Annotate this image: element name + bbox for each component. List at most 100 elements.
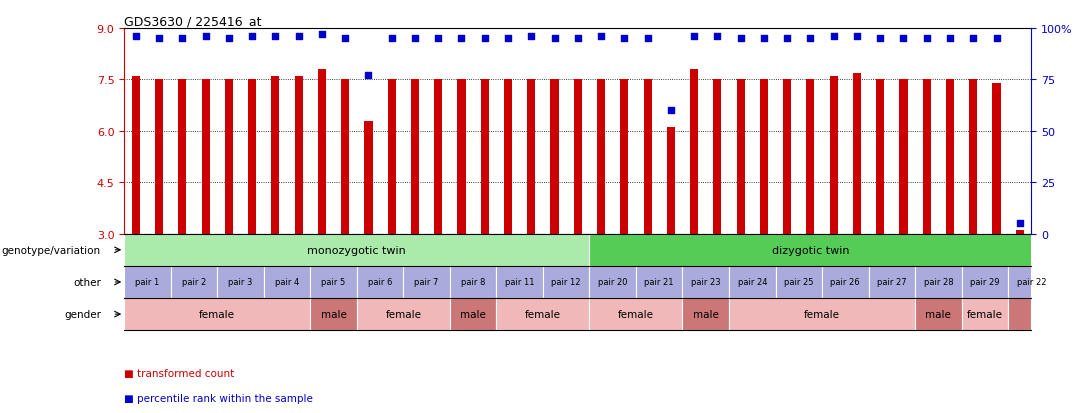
Bar	[410, 80, 419, 234]
Point	[964, 36, 982, 43]
Bar	[713, 80, 721, 234]
Bar	[729, 266, 775, 298]
Point	[988, 36, 1005, 43]
Bar	[915, 266, 961, 298]
Point	[848, 34, 865, 40]
Text: pair 7: pair 7	[415, 278, 438, 287]
Point	[453, 36, 470, 43]
Bar	[124, 234, 590, 266]
Point	[755, 36, 772, 43]
Text: pair 23: pair 23	[691, 278, 720, 287]
Text: genotype/variation: genotype/variation	[2, 245, 100, 255]
Text: pair 29: pair 29	[970, 278, 1000, 287]
Bar	[683, 298, 729, 330]
Bar	[504, 80, 512, 234]
Bar	[729, 298, 915, 330]
Point	[220, 36, 238, 43]
Bar	[450, 266, 497, 298]
Bar	[364, 121, 373, 234]
Text: female: female	[967, 309, 1003, 319]
Bar	[497, 298, 590, 330]
Bar	[156, 80, 163, 234]
Text: ■ percentile rank within the sample: ■ percentile rank within the sample	[124, 393, 313, 403]
Bar	[737, 80, 745, 234]
Point	[406, 36, 423, 43]
Bar	[853, 74, 861, 234]
Bar	[1008, 298, 1031, 330]
Text: pair 8: pair 8	[461, 278, 485, 287]
Bar	[434, 80, 443, 234]
Point	[545, 36, 563, 43]
Text: female: female	[386, 309, 421, 319]
Bar	[993, 84, 1000, 234]
Point	[197, 34, 214, 40]
Bar	[178, 80, 187, 234]
Bar	[915, 298, 961, 330]
Bar	[760, 80, 768, 234]
Bar	[775, 266, 822, 298]
Bar	[458, 80, 465, 234]
Text: male: male	[692, 309, 718, 319]
Point	[337, 36, 354, 43]
Text: pair 3: pair 3	[228, 278, 253, 287]
Bar	[310, 266, 356, 298]
Bar	[573, 80, 582, 234]
Bar	[217, 266, 264, 298]
Bar	[356, 298, 450, 330]
Point	[872, 36, 889, 43]
Bar	[318, 70, 326, 234]
Bar	[868, 266, 915, 298]
Bar	[356, 266, 403, 298]
Bar	[590, 298, 683, 330]
Text: female: female	[199, 309, 235, 319]
Text: pair 6: pair 6	[368, 278, 392, 287]
Bar	[450, 298, 497, 330]
Point	[150, 36, 167, 43]
Bar	[403, 266, 450, 298]
Text: pair 25: pair 25	[784, 278, 813, 287]
Point	[430, 36, 447, 43]
Bar	[900, 80, 907, 234]
Point	[523, 34, 540, 40]
Point	[267, 34, 284, 40]
Bar	[527, 80, 536, 234]
Point	[593, 34, 610, 40]
Point	[476, 36, 494, 43]
Point	[779, 36, 796, 43]
Point	[360, 73, 377, 79]
Text: pair 21: pair 21	[645, 278, 674, 287]
Bar	[876, 80, 885, 234]
Bar	[690, 70, 698, 234]
Point	[801, 36, 819, 43]
Bar	[969, 80, 977, 234]
Bar	[543, 266, 590, 298]
Text: pair 11: pair 11	[504, 278, 535, 287]
Bar	[590, 234, 1031, 266]
Text: pair 22: pair 22	[1016, 278, 1047, 287]
Point	[616, 36, 633, 43]
Text: gender: gender	[64, 309, 100, 319]
Text: pair 12: pair 12	[552, 278, 581, 287]
Point	[499, 36, 516, 43]
Bar	[271, 77, 280, 234]
Bar	[666, 128, 675, 234]
Text: pair 2: pair 2	[181, 278, 206, 287]
Point	[732, 36, 750, 43]
Bar	[248, 80, 256, 234]
Bar	[388, 80, 395, 234]
Bar	[310, 298, 356, 330]
Point	[1011, 221, 1028, 227]
Point	[639, 36, 657, 43]
Bar	[644, 80, 651, 234]
Bar	[497, 266, 543, 298]
Point	[895, 36, 913, 43]
Point	[243, 34, 260, 40]
Text: female: female	[525, 309, 561, 319]
Text: male: male	[926, 309, 951, 319]
Point	[383, 36, 401, 43]
Bar	[132, 77, 140, 234]
Text: female: female	[804, 309, 840, 319]
Point	[942, 36, 959, 43]
Text: pair 26: pair 26	[831, 278, 860, 287]
Bar	[829, 77, 838, 234]
